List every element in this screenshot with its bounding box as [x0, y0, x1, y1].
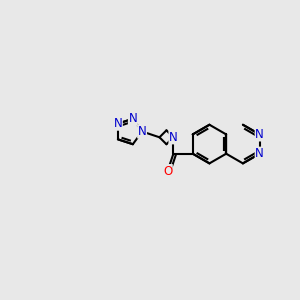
Text: O: O [163, 165, 172, 178]
Text: N: N [138, 125, 146, 138]
Text: N: N [113, 117, 122, 130]
Text: N: N [128, 112, 137, 125]
Text: N: N [169, 131, 178, 144]
Text: N: N [255, 128, 264, 141]
Text: N: N [255, 147, 264, 160]
